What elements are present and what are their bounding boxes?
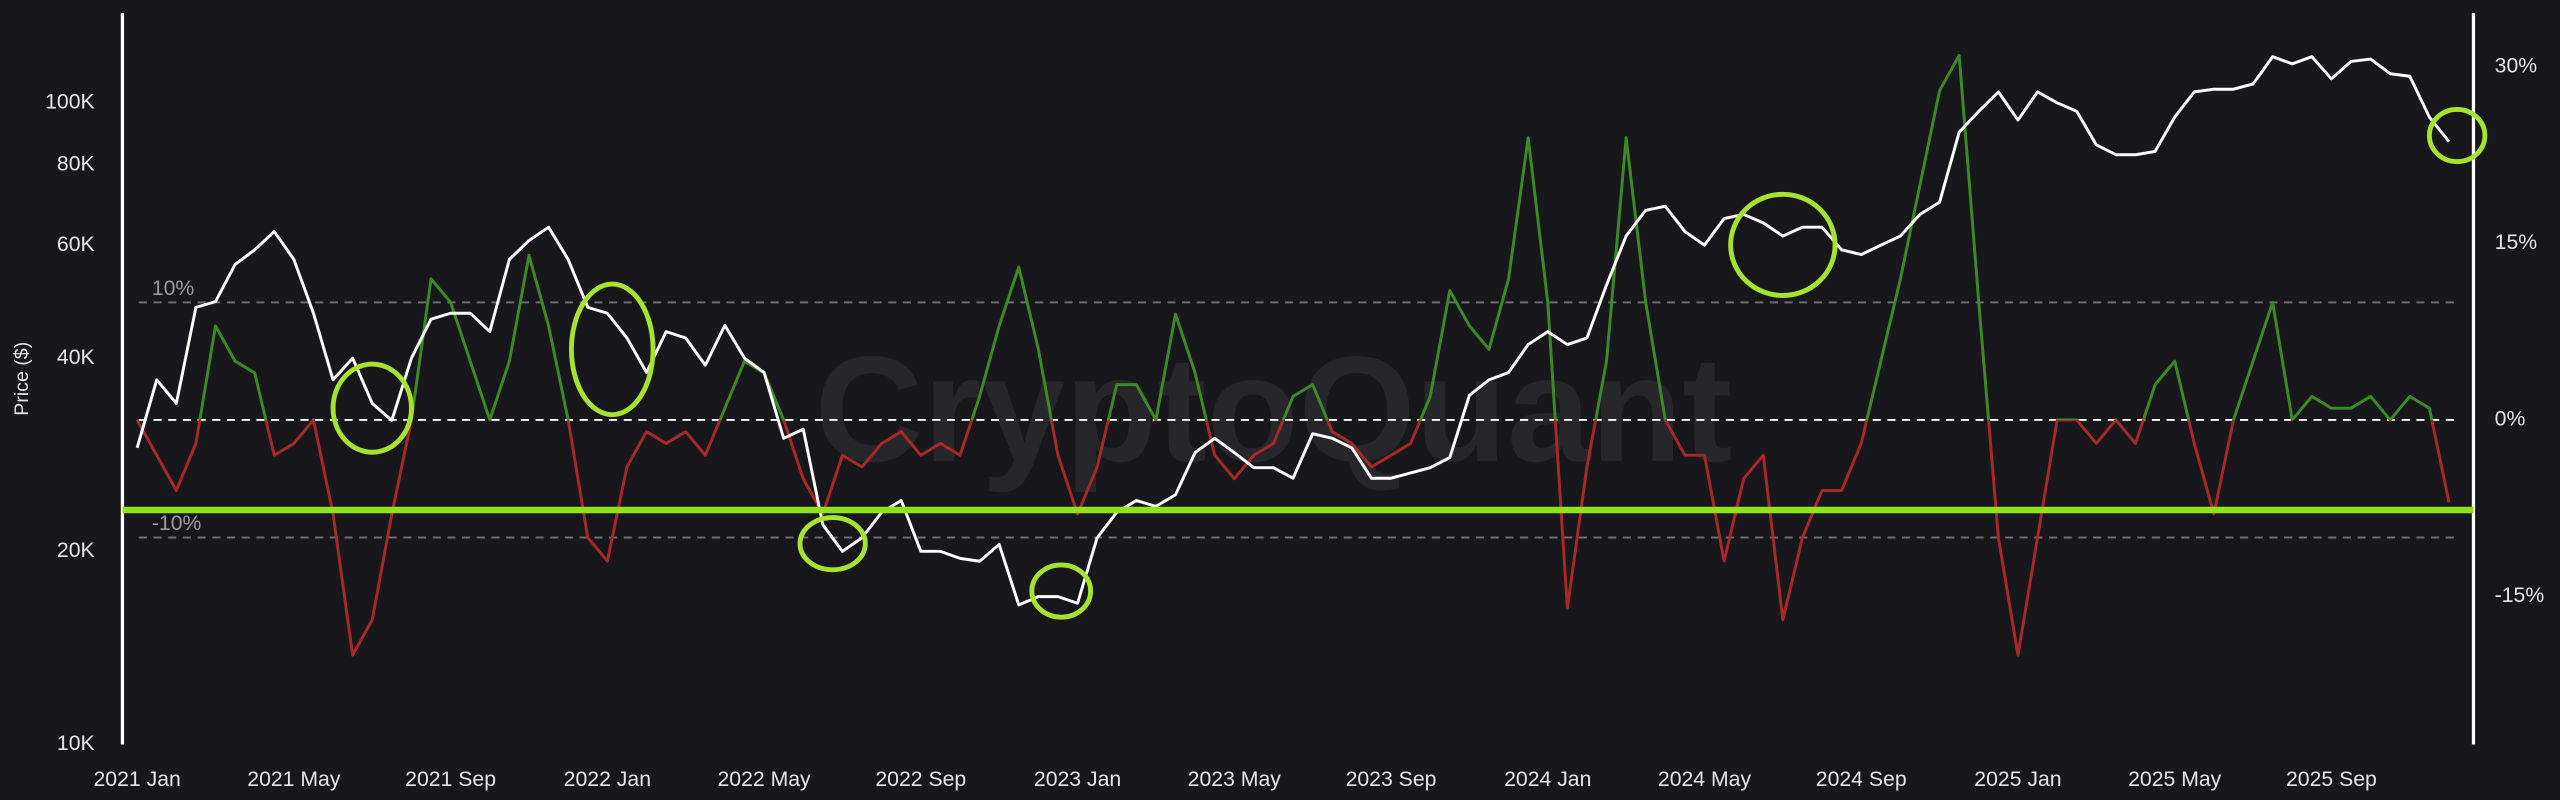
circle-annotation [568, 281, 656, 418]
y-tick-label: 100K [45, 90, 95, 113]
circle-annotation [1029, 562, 1094, 620]
y2-tick-label: 0% [2495, 408, 2526, 431]
y-tick-label: 10K [57, 732, 95, 755]
circle-annotation [797, 515, 868, 573]
x-tick-label: 2022 May [717, 768, 811, 791]
y2-tick-label: -15% [2495, 584, 2545, 607]
x-tick-label: 2021 Sep [405, 768, 496, 791]
x-tick-label: 2025 Jan [1974, 768, 2061, 791]
x-tick-label: 2025 May [2128, 768, 2222, 791]
x-tick-label: 2024 Jan [1504, 768, 1591, 791]
y-tick-label: 20K [57, 539, 95, 562]
x-tick-label: 2025 Sep [2286, 768, 2377, 791]
circle-annotation [1728, 191, 1838, 298]
x-tick-label: 2021 Jan [93, 768, 180, 791]
y-tick-label: 60K [57, 233, 95, 256]
x-tick-label: 2024 Sep [1816, 768, 1907, 791]
x-tick-label: 2022 Sep [875, 768, 966, 791]
reference-label: -10% [152, 512, 202, 535]
x-tick-label: 2024 May [1658, 768, 1752, 791]
watermark: CryptoQuant [815, 325, 1733, 493]
circle-annotation [2426, 106, 2488, 165]
price-line [135, 55, 2451, 607]
x-tick-label: 2023 May [1188, 768, 1282, 791]
y-tick-label: 80K [57, 153, 95, 176]
oscillator-line [135, 53, 2451, 657]
y-tick-label: 40K [57, 346, 95, 369]
y2-tick-label: 30% [2495, 55, 2538, 78]
y2-tick-label: 15% [2495, 231, 2538, 254]
plot: 10K 20K 40K 60K 80K 100K -15% 0% 15% 30% 2021 Jan 2… [45, 53, 2545, 791]
x-tick-label: 2023 Jan [1034, 768, 1121, 791]
y-axis-label: Price ($) [11, 342, 33, 416]
x-tick-label: 2021 May [247, 768, 341, 791]
x-tick-label: 2023 Sep [1346, 768, 1437, 791]
annotations [330, 106, 2488, 620]
x-tick-label: 2022 Jan [564, 768, 651, 791]
reference-label: 10% [152, 277, 195, 300]
circle-annotation [330, 361, 414, 455]
